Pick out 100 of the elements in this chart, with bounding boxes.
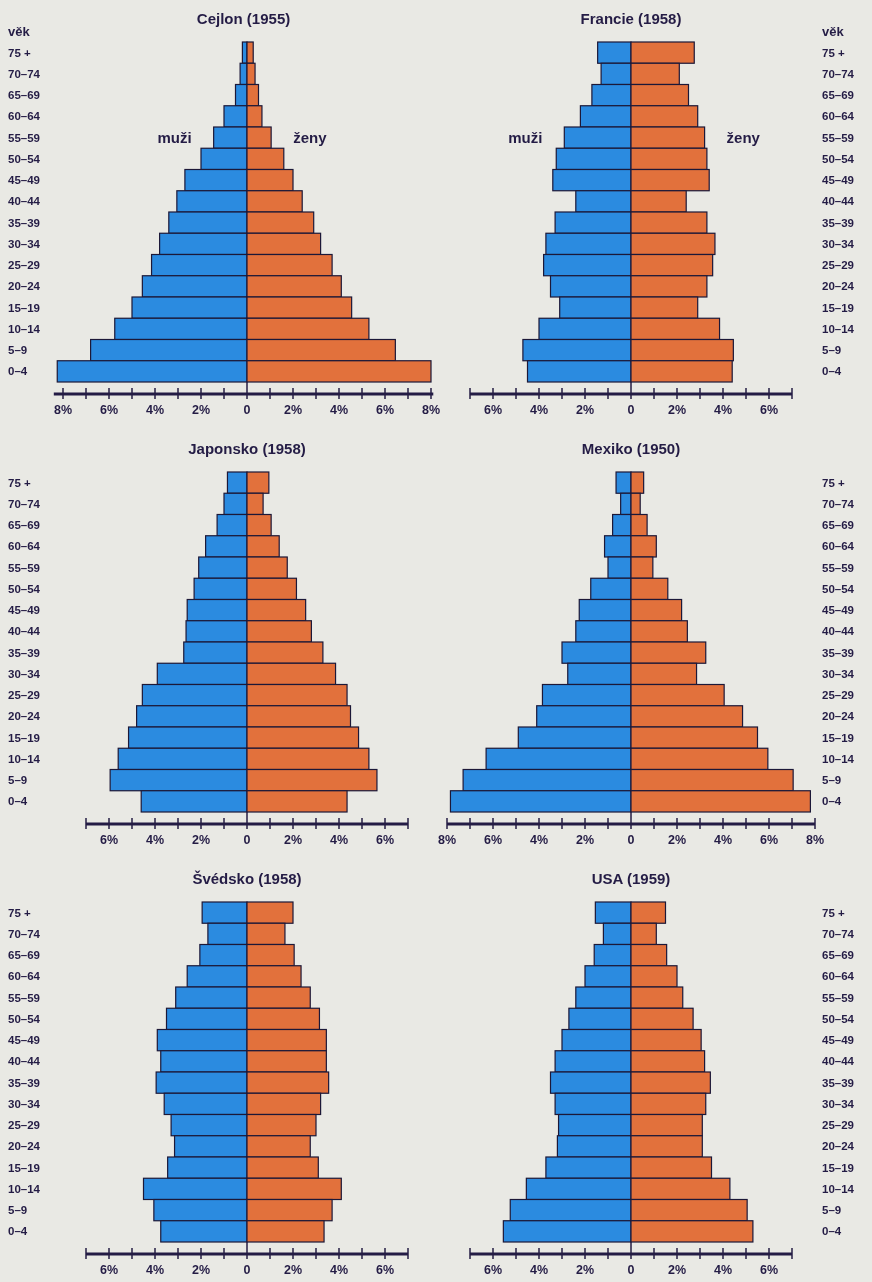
- y-tick-label: 70–74: [8, 927, 41, 940]
- x-tick-label: 2%: [575, 403, 595, 417]
- y-tick-label: 65–69: [8, 949, 40, 962]
- x-tick-label: 6%: [99, 403, 119, 417]
- y-tick-label: 40–44: [822, 1055, 855, 1068]
- x-tick-label: 4%: [529, 833, 549, 847]
- y-tick-label: 55–59: [8, 131, 40, 144]
- y-tick-label: 10–14: [8, 752, 41, 765]
- y-tick-label: 5–9: [8, 344, 28, 357]
- y-tick-label: 55–59: [822, 561, 854, 574]
- y-tick-label: 40–44: [8, 195, 41, 208]
- y-tick-label: 60–64: [822, 110, 855, 123]
- x-tick-label: 4%: [329, 1263, 349, 1277]
- y-tick-label: 55–59: [8, 561, 40, 574]
- y-tick-label: 75 +: [822, 46, 845, 59]
- x-tick-label: 2%: [191, 403, 211, 417]
- y-tick-label: 40–44: [8, 625, 41, 638]
- y-tick-label: 10–14: [822, 322, 855, 335]
- y-tick-label: 65–69: [8, 89, 40, 102]
- chart-title: USA (1959): [591, 870, 671, 887]
- y-tick-label: 60–64: [822, 970, 855, 983]
- x-tick-label: 8%: [421, 403, 441, 417]
- y-tick-label: 35–39: [822, 1076, 854, 1089]
- x-tick-label: 2%: [575, 833, 595, 847]
- x-tick-label: 0: [627, 403, 635, 417]
- x-tick-label: 2%: [283, 403, 303, 417]
- y-tick-label: 45–49: [8, 1034, 40, 1047]
- y-tick-label: 30–34: [8, 1097, 41, 1110]
- y-tick-label: 60–64: [8, 970, 41, 983]
- x-tick-label: 0: [627, 833, 635, 847]
- y-tick-label: 20–24: [8, 1140, 41, 1153]
- x-tick-label: 6%: [759, 1263, 779, 1277]
- chart-title: Japonsko (1958): [188, 440, 306, 457]
- x-tick-label: 4%: [329, 403, 349, 417]
- y-tick-label: 65–69: [822, 519, 854, 532]
- x-tick-label: 0: [627, 1263, 635, 1277]
- y-tick-label: 50–54: [8, 1012, 41, 1025]
- y-tick-label: 30–34: [822, 667, 855, 680]
- y-tick-label: 45–49: [822, 174, 854, 187]
- x-tick-label: 6%: [483, 1263, 503, 1277]
- y-tick-label: 75 +: [8, 906, 31, 919]
- y-tick-label: 30–34: [8, 667, 41, 680]
- x-tick-label: 8%: [805, 833, 825, 847]
- y-tick-label: 50–54: [822, 1012, 855, 1025]
- y-tick-label: 45–49: [8, 604, 40, 617]
- x-tick-label: 8%: [53, 403, 73, 417]
- y-tick-label: 20–24: [822, 280, 855, 293]
- y-tick-label: 50–54: [822, 582, 855, 595]
- y-tick-label: 30–34: [822, 1097, 855, 1110]
- y-tick-label: 75 +: [8, 476, 31, 489]
- y-tick-label: 55–59: [822, 991, 854, 1004]
- y-tick-label: 45–49: [822, 1034, 854, 1047]
- y-tick-label: 15–19: [822, 301, 854, 314]
- y-tick-label: 0–4: [8, 795, 28, 808]
- y-tick-label: 0–4: [8, 1225, 28, 1238]
- y-tick-label: 0–4: [822, 365, 842, 378]
- y-tick-label: 65–69: [8, 519, 40, 532]
- y-tick-label: 35–39: [8, 646, 40, 659]
- y-tick-label: 15–19: [8, 301, 40, 314]
- y-tick-label: 25–29: [8, 1119, 40, 1132]
- y-tick-label: 25–29: [822, 259, 854, 272]
- x-tick-label: 4%: [529, 403, 549, 417]
- y-tick-label: 10–14: [8, 1182, 41, 1195]
- y-tick-label: 50–54: [822, 152, 855, 165]
- y-tick-label: 40–44: [822, 195, 855, 208]
- x-tick-label: 4%: [529, 1263, 549, 1277]
- x-tick-label: 2%: [667, 1263, 687, 1277]
- y-tick-label: 10–14: [8, 322, 41, 335]
- y-tick-label: 55–59: [822, 131, 854, 144]
- y-tick-label: 75 +: [822, 906, 845, 919]
- y-tick-label: 60–64: [8, 110, 41, 123]
- x-tick-label: 4%: [329, 833, 349, 847]
- y-tick-label: 40–44: [8, 1055, 41, 1068]
- y-tick-label: 20–24: [8, 280, 41, 293]
- x-tick-label: 6%: [483, 833, 503, 847]
- y-tick-label: 0–4: [822, 795, 842, 808]
- chart-title: Francie (1958): [580, 10, 682, 27]
- y-tick-label: 25–29: [822, 689, 854, 702]
- y-tick-label: 75 +: [8, 46, 31, 59]
- y-tick-label: 0–4: [822, 1225, 842, 1238]
- y-tick-label: 45–49: [8, 174, 40, 187]
- y-tick-label: 25–29: [822, 1119, 854, 1132]
- x-tick-label: 2%: [191, 1263, 211, 1277]
- y-tick-label: 65–69: [822, 949, 854, 962]
- y-tick-label: 35–39: [822, 216, 854, 229]
- y-tick-label: 50–54: [8, 582, 41, 595]
- y-tick-label: 5–9: [822, 774, 842, 787]
- y-tick-label: 20–24: [822, 1140, 855, 1153]
- x-tick-label: 6%: [759, 403, 779, 417]
- x-tick-label: 6%: [99, 1263, 119, 1277]
- y-tick-label: 70–74: [822, 67, 855, 80]
- x-tick-label: 2%: [667, 833, 687, 847]
- y-tick-label: 0–4: [8, 365, 28, 378]
- y-tick-label: 5–9: [8, 1204, 28, 1217]
- y-tick-label: 65–69: [822, 89, 854, 102]
- y-axis-title: věk: [8, 24, 31, 39]
- y-tick-label: 70–74: [822, 497, 855, 510]
- y-axis-title: věk: [822, 24, 845, 39]
- y-tick-label: 60–64: [822, 540, 855, 553]
- x-tick-label: 4%: [713, 403, 733, 417]
